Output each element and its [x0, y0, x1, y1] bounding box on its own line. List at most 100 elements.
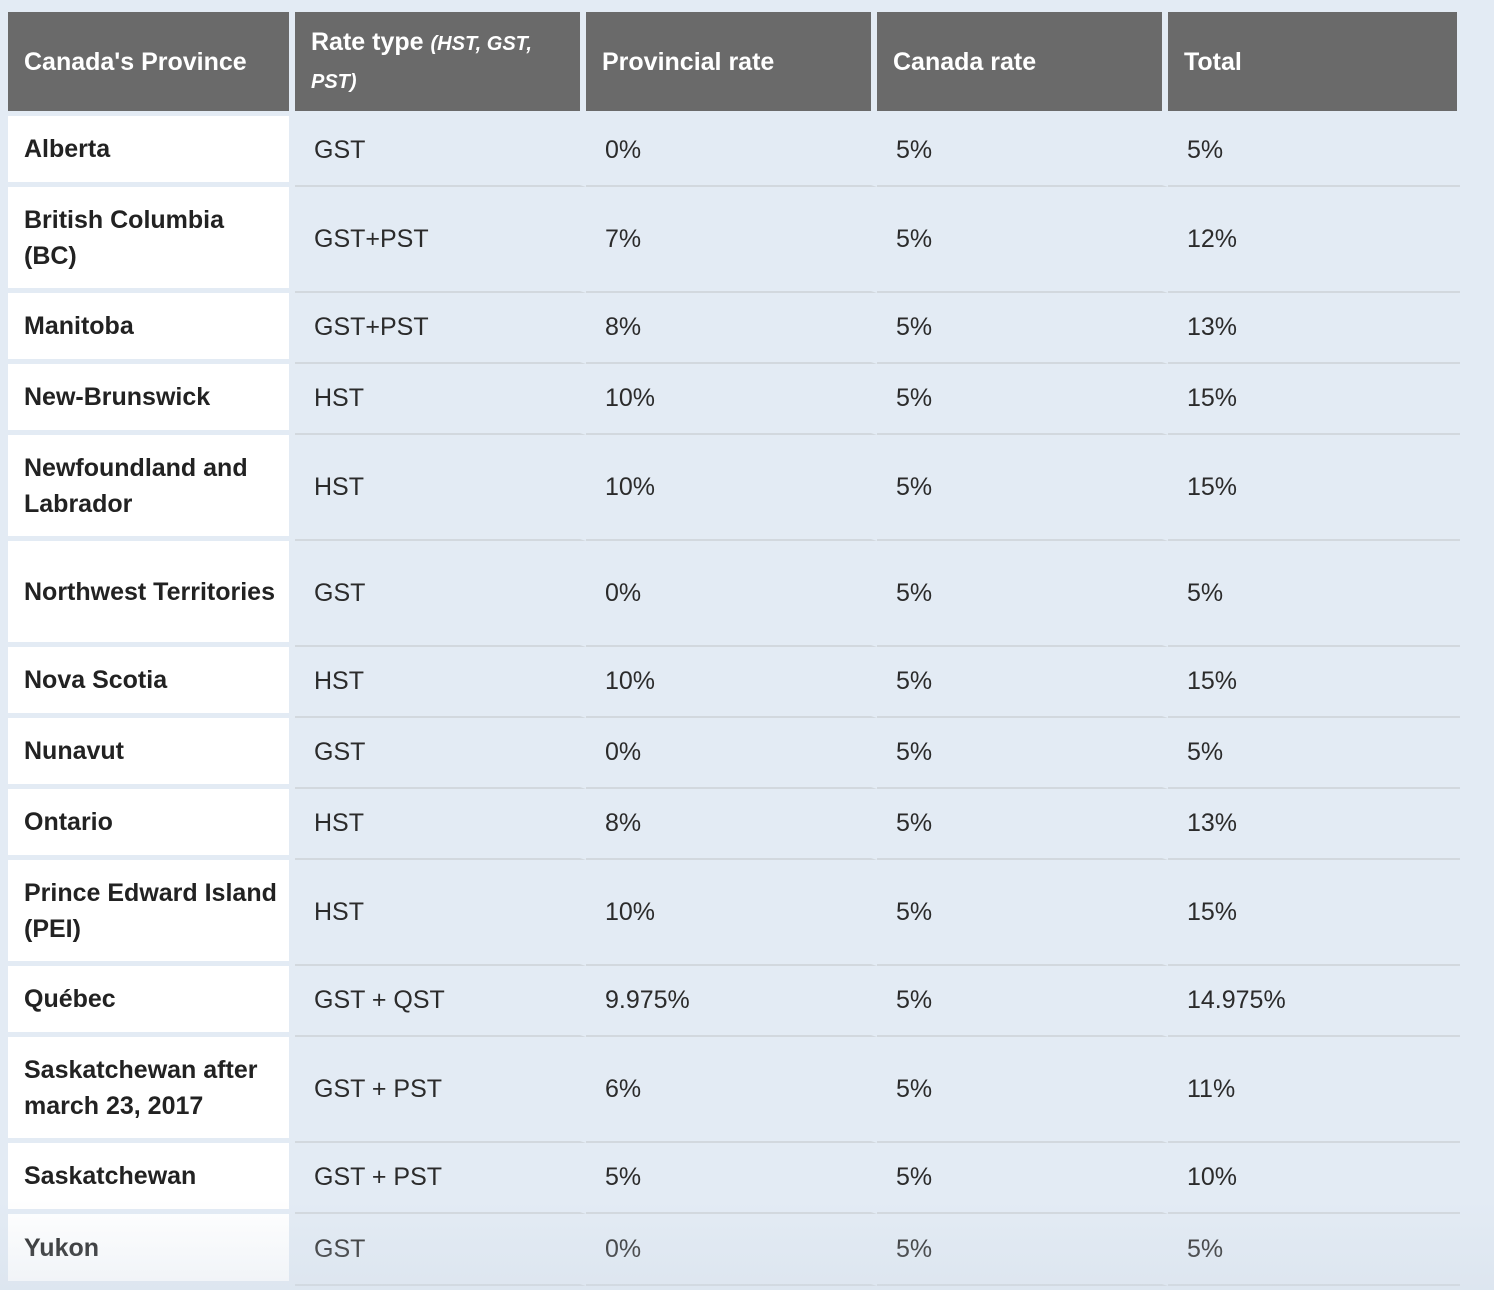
canada-rate-cell: 5%	[877, 541, 1168, 647]
rate-type-cell: GST + PST	[295, 1037, 586, 1143]
provincial-rate-cell: 10%	[586, 647, 877, 718]
provincial-rate-cell: 9.975%	[586, 966, 877, 1037]
rate-type-value: HST	[314, 809, 364, 837]
province-name: Nunavut	[24, 737, 124, 765]
province-cell: Québec	[8, 966, 295, 1037]
canada-rate-cell: 5%	[877, 1037, 1168, 1143]
canada-rate-value: 5%	[896, 472, 933, 501]
total-cell: 15%	[1168, 364, 1460, 435]
province-cell: Newfoundland and Labrador	[8, 435, 295, 541]
canada-rate-value: 5%	[896, 809, 933, 837]
rate-type-value: HST	[314, 384, 364, 412]
header-rate-type-sublabel: (HST, GST, PST)	[311, 32, 532, 93]
province-cell: Northwest Territories	[8, 541, 295, 647]
province-name: Prince Edward Island (PEI)	[24, 878, 277, 943]
header-rate-type-label: Rate type	[311, 27, 424, 56]
province-name: Québec	[24, 985, 116, 1013]
canada-rate-value: 5%	[896, 224, 933, 253]
provincial-rate-cell: 8%	[586, 789, 877, 860]
provincial-rate-value: 6%	[605, 1074, 642, 1103]
rate-type-cell: GST	[295, 541, 586, 647]
provincial-rate-value: 8%	[605, 313, 642, 341]
canada-rate-value: 5%	[896, 986, 933, 1014]
rate-type-cell: HST	[295, 435, 586, 541]
canada-rate-value: 5%	[896, 897, 933, 926]
province-name: Alberta	[24, 135, 111, 163]
total-value: 13%	[1187, 313, 1238, 341]
canada-rate-value: 5%	[896, 667, 933, 695]
province-name: Northwest Territories	[24, 577, 275, 606]
provincial-rate-value: 8%	[605, 809, 642, 837]
canada-rate-cell: 5%	[877, 1143, 1168, 1214]
province-name: Saskatchewan after march 23, 2017	[24, 1055, 258, 1120]
total-cell: 12%	[1168, 187, 1460, 293]
rate-type-cell: HST	[295, 789, 586, 860]
total-value: 14.975%	[1187, 986, 1286, 1014]
total-cell: 13%	[1168, 293, 1460, 364]
province-cell: Nunavut	[8, 718, 295, 789]
provincial-rate-cell: 7%	[586, 187, 877, 293]
header-province: Canada's Province	[8, 12, 295, 116]
rate-type-cell: GST+PST	[295, 187, 586, 293]
rate-type-cell: GST	[295, 1214, 586, 1286]
rate-type-value: GST+PST	[314, 313, 429, 341]
provincial-rate-cell: 8%	[586, 293, 877, 364]
total-cell: 5%	[1168, 116, 1460, 187]
province-cell: Prince Edward Island (PEI)	[8, 860, 295, 966]
provincial-rate-value: 10%	[605, 897, 656, 926]
rate-type-value: GST	[314, 136, 366, 164]
provincial-rate-value: 0%	[605, 136, 642, 164]
rate-type-value: GST + PST	[314, 1163, 443, 1191]
header-provincial-rate: Provincial rate	[586, 12, 877, 116]
total-value: 11%	[1187, 1074, 1236, 1103]
province-name: Manitoba	[24, 312, 134, 340]
rate-type-cell: GST	[295, 116, 586, 187]
total-value: 5%	[1187, 1234, 1224, 1263]
provincial-rate-value: 0%	[605, 1234, 642, 1263]
total-cell: 5%	[1168, 718, 1460, 789]
province-cell: British Columbia (BC)	[8, 187, 295, 293]
canada-rate-cell: 5%	[877, 647, 1168, 718]
header-canada-rate: Canada rate	[877, 12, 1168, 116]
rate-type-value: GST	[314, 738, 366, 766]
header-total: Total	[1168, 12, 1460, 116]
provincial-rate-cell: 0%	[586, 1214, 877, 1286]
province-name: Newfoundland and Labrador	[24, 453, 248, 518]
rate-type-value: GST	[314, 578, 366, 607]
provincial-rate-value: 9.975%	[605, 986, 690, 1014]
total-cell: 15%	[1168, 647, 1460, 718]
provincial-rate-value: 0%	[605, 578, 642, 607]
province-cell: Saskatchewan	[8, 1143, 295, 1214]
total-cell: 15%	[1168, 435, 1460, 541]
province-cell: Manitoba	[8, 293, 295, 364]
header-canada-rate-label: Canada rate	[893, 47, 1037, 76]
provincial-rate-cell: 6%	[586, 1037, 877, 1143]
header-rate-type: Rate type (HST, GST, PST)	[295, 12, 586, 116]
total-value: 15%	[1187, 472, 1238, 501]
canada-rate-cell: 5%	[877, 116, 1168, 187]
canada-rate-value: 5%	[896, 384, 933, 412]
total-value: 5%	[1187, 578, 1224, 607]
rate-type-cell: HST	[295, 860, 586, 966]
rate-type-value: HST	[314, 897, 364, 926]
provincial-rate-cell: 0%	[586, 116, 877, 187]
rate-type-cell: GST + QST	[295, 966, 586, 1037]
province-cell: Ontario	[8, 789, 295, 860]
rate-type-value: GST + QST	[314, 986, 445, 1014]
rate-type-cell: GST	[295, 718, 586, 789]
province-cell: New-Brunswick	[8, 364, 295, 435]
provincial-rate-cell: 0%	[586, 541, 877, 647]
rate-type-cell: HST	[295, 364, 586, 435]
total-value: 10%	[1187, 1163, 1238, 1191]
rate-type-cell: GST + PST	[295, 1143, 586, 1214]
provincial-rate-value: 0%	[605, 738, 642, 766]
rate-type-value: GST+PST	[314, 224, 429, 253]
canada-rate-value: 5%	[896, 1163, 933, 1191]
total-value: 15%	[1187, 384, 1238, 412]
province-cell: Alberta	[8, 116, 295, 187]
canada-rate-cell: 5%	[877, 364, 1168, 435]
canada-rate-cell: 5%	[877, 293, 1168, 364]
rate-type-value: HST	[314, 472, 364, 501]
total-cell: 10%	[1168, 1143, 1460, 1214]
rate-type-value: HST	[314, 667, 364, 695]
